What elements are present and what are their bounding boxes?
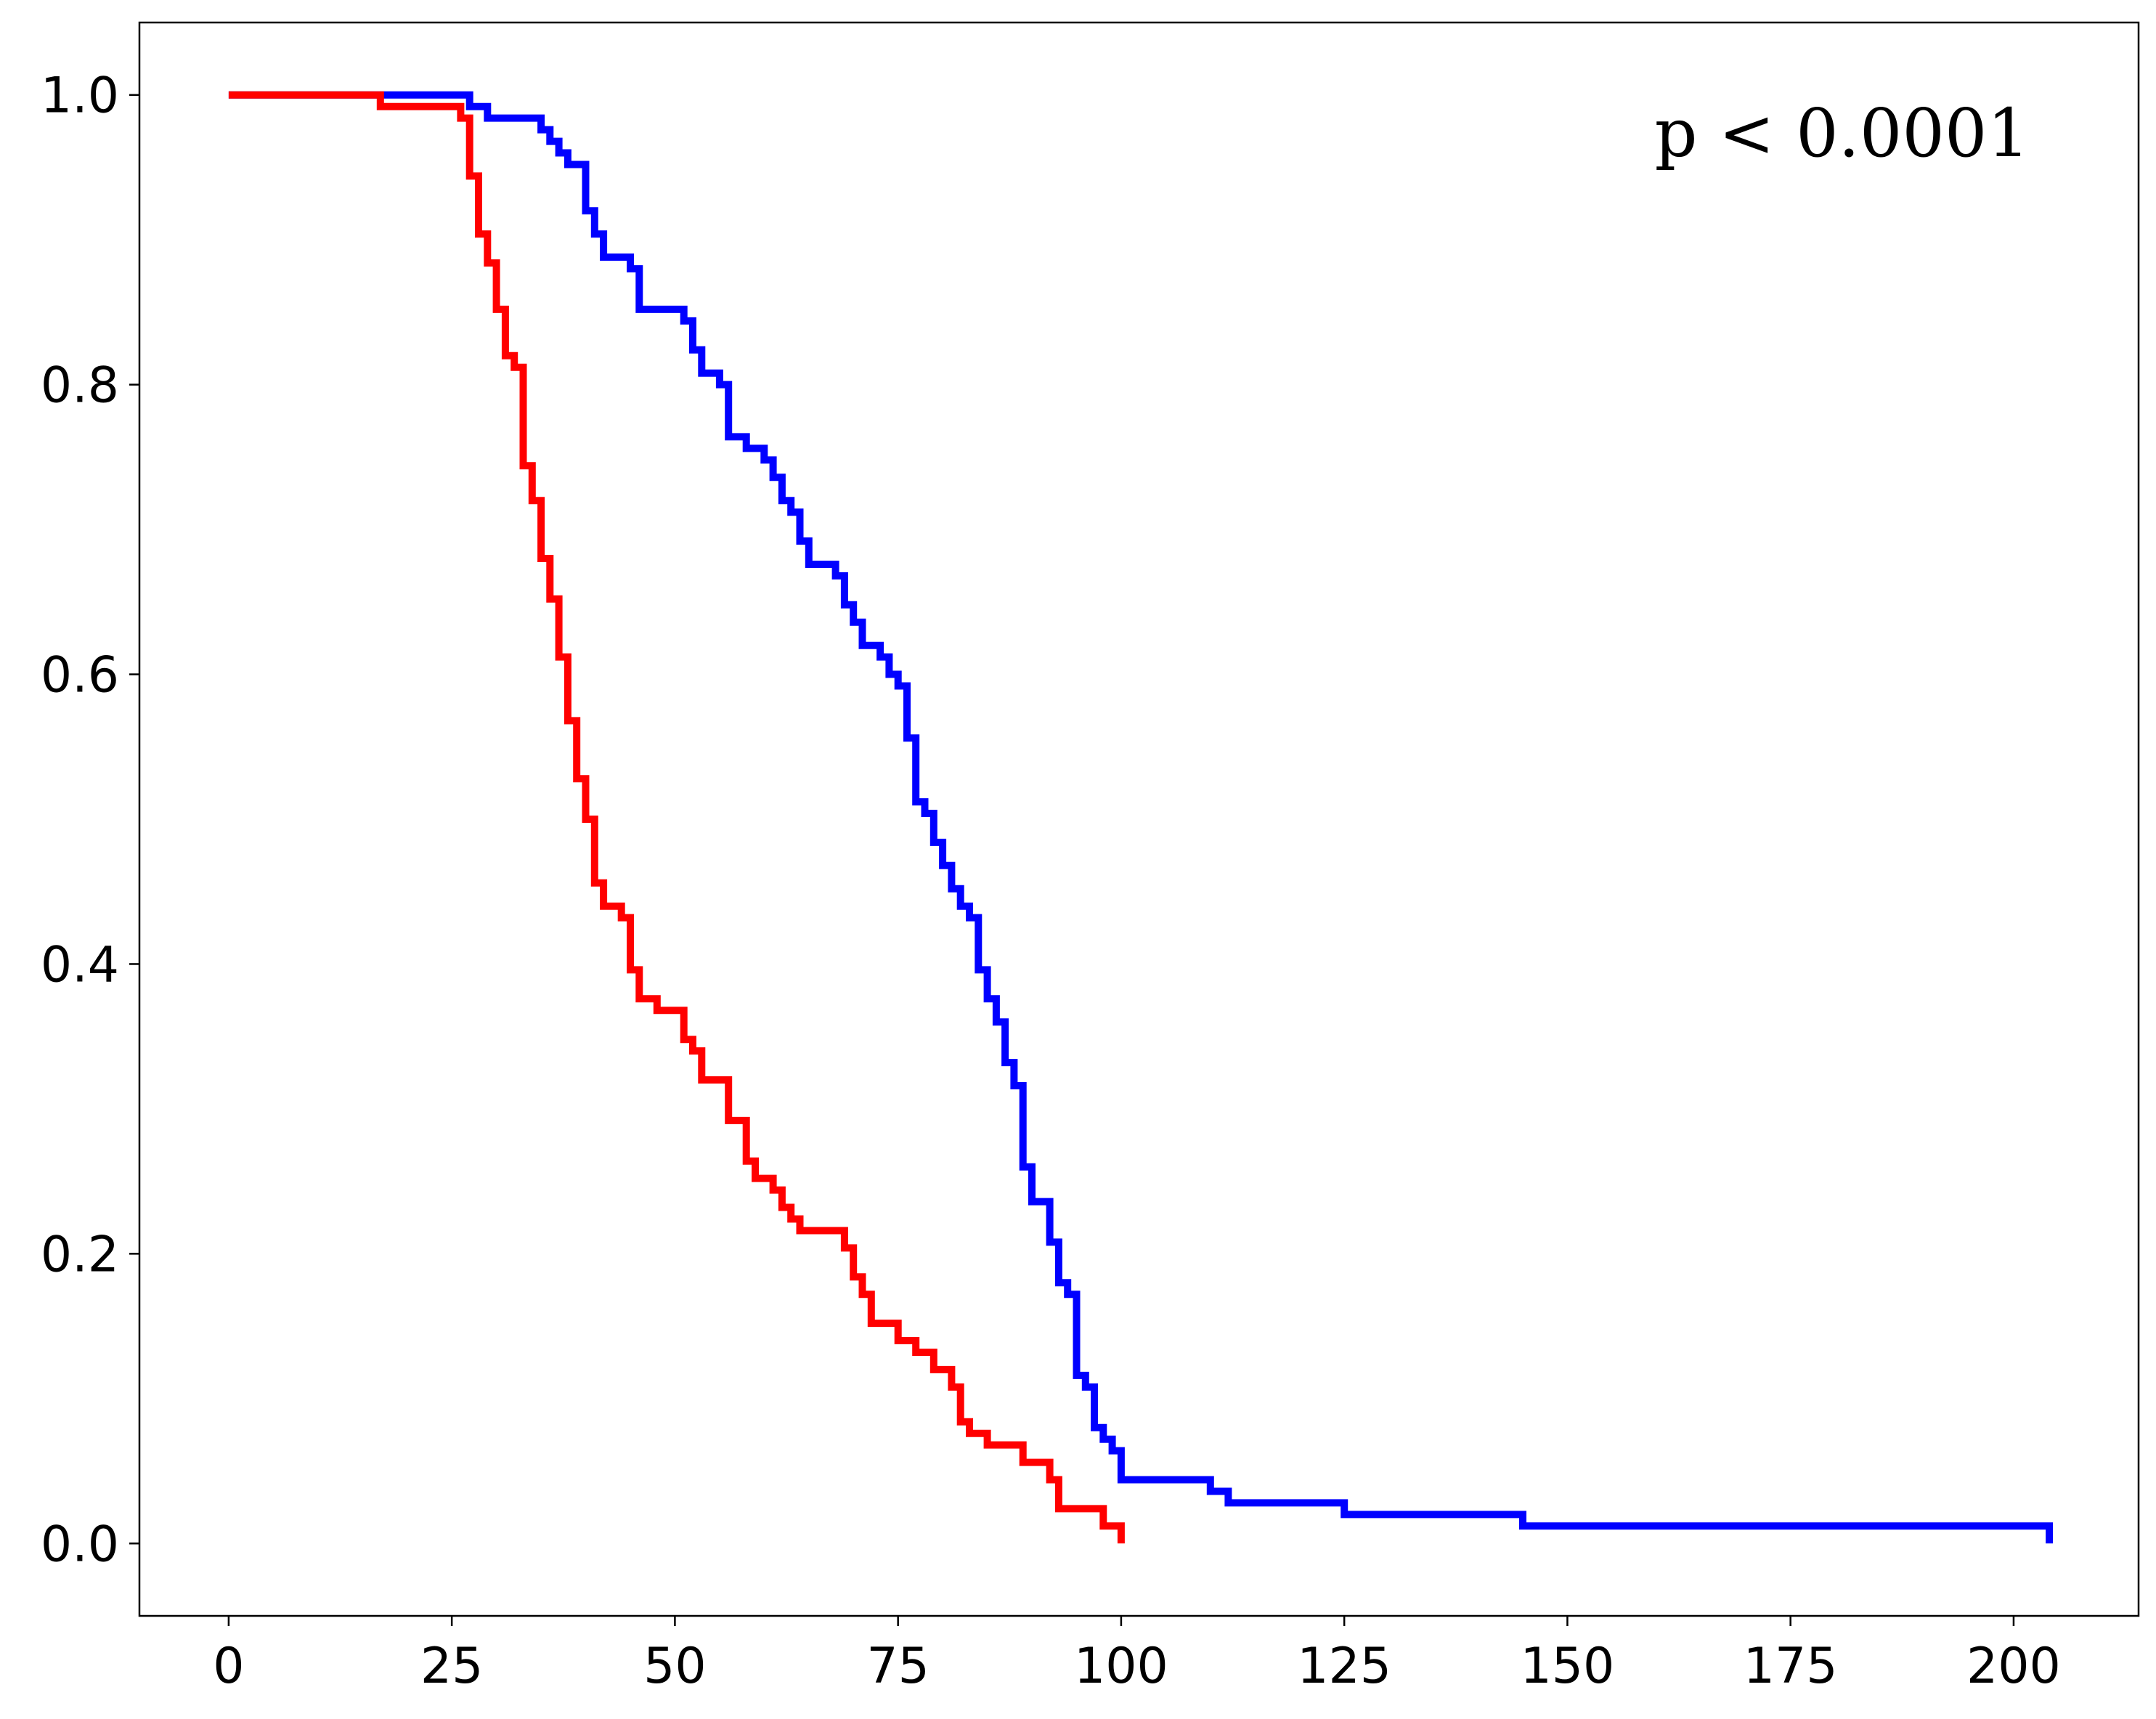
y-tick-label: 0.8 bbox=[41, 357, 119, 415]
y-tick-label: 0.6 bbox=[41, 647, 119, 704]
x-tick-label: 50 bbox=[643, 1638, 707, 1695]
y-tick-label: 0.2 bbox=[41, 1226, 119, 1283]
series-line-2 bbox=[228, 91, 1125, 1544]
x-tick-label: 25 bbox=[420, 1638, 484, 1695]
y-tick-label: 0.0 bbox=[41, 1516, 119, 1573]
x-tick-label: 75 bbox=[866, 1638, 929, 1695]
plot-area bbox=[228, 91, 2054, 1544]
plot-frame bbox=[138, 21, 2140, 1617]
y-axis: 0.0 0.2 0.4 0.6 0.8 1.0 bbox=[41, 68, 139, 1573]
x-tick-label: 125 bbox=[1297, 1638, 1391, 1695]
x-tick-label: 150 bbox=[1521, 1638, 1615, 1695]
p-value-annotation: p < 0.0001 bbox=[1655, 94, 2030, 172]
x-axis: 0 25 50 75 100 125 150 175 200 bbox=[213, 1616, 2061, 1695]
series-line-1 bbox=[228, 91, 2054, 1544]
x-tick-label: 175 bbox=[1744, 1638, 1838, 1695]
x-tick-label: 0 bbox=[213, 1638, 244, 1695]
y-tick-label: 0.4 bbox=[41, 936, 119, 993]
x-tick-label: 200 bbox=[1966, 1638, 2061, 1695]
y-tick-label: 1.0 bbox=[41, 68, 119, 125]
x-tick-label: 100 bbox=[1074, 1638, 1168, 1695]
